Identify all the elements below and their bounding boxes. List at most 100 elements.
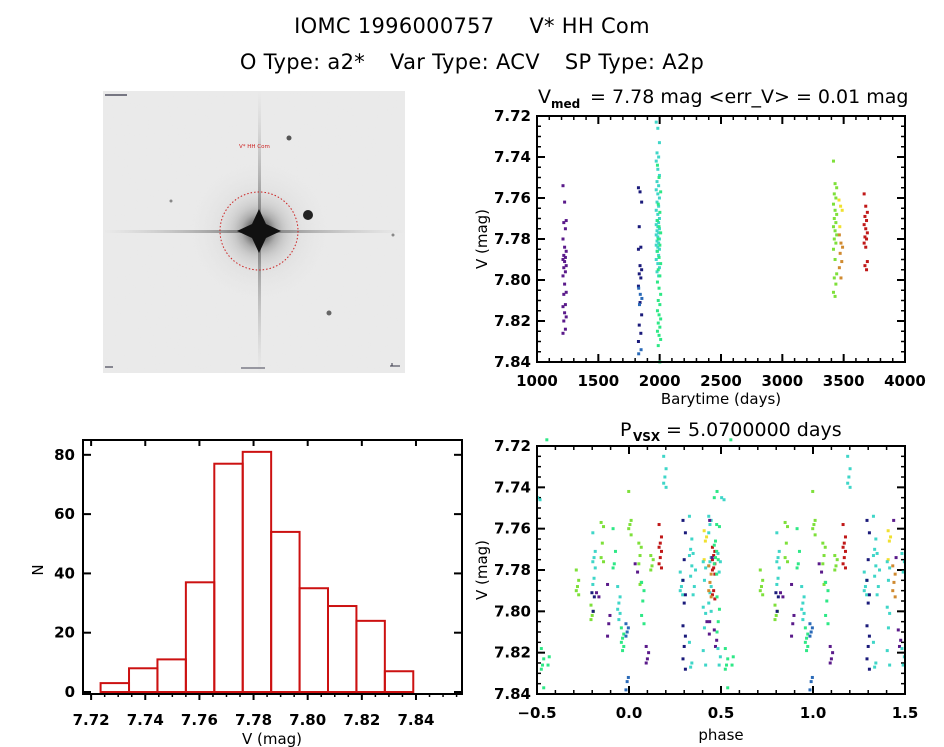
histogram-plot: 0 20 40 60 80 7.72 7.74 7.76 7.78 7.80 7.82 7.84 V … bbox=[29, 439, 463, 747]
phase-curve-point bbox=[636, 570, 640, 574]
light-curve-point bbox=[562, 319, 566, 323]
phase-curve-point bbox=[606, 582, 610, 586]
phase-curve-point bbox=[618, 595, 622, 599]
light-curve-point bbox=[638, 301, 642, 305]
light-curve-point bbox=[838, 225, 842, 229]
light-curve-point bbox=[656, 235, 660, 239]
x-tick-label: 0.5 bbox=[708, 704, 735, 722]
phase-curve-point bbox=[841, 562, 845, 566]
light-curve-point bbox=[657, 266, 661, 270]
neighbor-star bbox=[391, 233, 395, 237]
y-tick-label: 7.74 bbox=[494, 148, 531, 166]
phase-curve-point bbox=[611, 527, 615, 531]
phase-curve-point bbox=[775, 531, 779, 535]
light-curve-point bbox=[638, 190, 642, 194]
x-tick-label: 7.74 bbox=[127, 711, 164, 729]
phase-curve-point bbox=[633, 562, 637, 566]
phase-curve-point bbox=[602, 560, 606, 564]
light-curve-point bbox=[656, 262, 660, 266]
phase-curve-point bbox=[795, 566, 799, 570]
phase-curve-point bbox=[621, 649, 625, 653]
phase-curve-point bbox=[875, 593, 879, 597]
phase-curve-point bbox=[893, 595, 897, 599]
phase-curve-point bbox=[776, 576, 780, 580]
corner-label-top-left bbox=[105, 94, 127, 96]
phase-curve-point bbox=[708, 580, 712, 584]
phase-curve-point bbox=[591, 582, 595, 586]
light-curve-point bbox=[564, 264, 568, 268]
phase-curve-point bbox=[842, 541, 846, 545]
phase-curve-point bbox=[624, 688, 628, 692]
y-tick-label: 40 bbox=[54, 564, 75, 582]
light-curve-point bbox=[832, 237, 836, 241]
phase-curve-point bbox=[885, 560, 889, 564]
phase-curve-point bbox=[717, 570, 721, 574]
phase-curve-point bbox=[715, 549, 719, 553]
light-curve-point bbox=[654, 120, 658, 124]
light-curve-point bbox=[640, 200, 644, 204]
phase-curve-point bbox=[805, 636, 809, 640]
light-curve-point bbox=[865, 260, 869, 264]
phase-curve-point bbox=[715, 523, 719, 527]
phase-curve-point bbox=[888, 566, 892, 570]
light-curve-point bbox=[654, 233, 658, 237]
light-curve-point bbox=[562, 266, 566, 270]
phase-curve-point bbox=[862, 589, 866, 593]
light-curve-point bbox=[656, 212, 660, 216]
phase-curve-point bbox=[681, 593, 685, 597]
phase-curve-point bbox=[703, 539, 707, 543]
phase-curve-point bbox=[709, 585, 713, 589]
phase-curve-point bbox=[708, 518, 712, 522]
phase-curve-point bbox=[873, 665, 877, 669]
phase-curve-point bbox=[866, 601, 870, 605]
phase-curve-point bbox=[725, 663, 729, 667]
light-curve-point bbox=[658, 210, 662, 214]
phase-curve-point bbox=[720, 496, 724, 500]
light-curve-point bbox=[563, 303, 567, 307]
variability-type: Var Type: ACV bbox=[390, 50, 540, 74]
phase-curve-point bbox=[690, 564, 694, 568]
phase-curve-point bbox=[713, 556, 717, 560]
y-tick-label: 7.78 bbox=[494, 561, 531, 579]
phase-curve-point bbox=[617, 618, 621, 622]
chart-title-line-2: O Type: a2* Var Type: ACV SP Type: A2p bbox=[0, 50, 944, 74]
phase-curve-point bbox=[591, 609, 595, 613]
phase-curve-point bbox=[619, 640, 623, 644]
y-tick-label: 7.78 bbox=[494, 230, 531, 248]
light-curve-point bbox=[654, 188, 658, 192]
x-tick-label: 7.76 bbox=[181, 711, 218, 729]
phase-curve-point bbox=[690, 661, 694, 665]
phase-curve-point bbox=[822, 554, 826, 558]
light-curve-point bbox=[837, 266, 841, 270]
phase-curve-point bbox=[600, 541, 604, 545]
phase-curve-point bbox=[612, 562, 616, 566]
phase-curve-point bbox=[784, 541, 788, 545]
phase-curve-point bbox=[595, 591, 599, 595]
neighbor-star bbox=[286, 135, 292, 141]
phase-curve-point bbox=[616, 607, 620, 611]
phase-curve-point bbox=[716, 551, 720, 555]
phase-curve-point bbox=[886, 529, 890, 533]
phase-curve-point bbox=[657, 562, 661, 566]
y-tick-label: 0 bbox=[65, 683, 75, 701]
phase-curve-point bbox=[664, 467, 668, 471]
phase-curve-point bbox=[590, 591, 594, 595]
light-curve-point bbox=[656, 299, 660, 302]
light-curve-point bbox=[564, 315, 568, 319]
light-curve-point bbox=[834, 221, 838, 225]
phase-curve-point bbox=[577, 578, 581, 582]
light-curve-point bbox=[657, 221, 661, 225]
light-curve-point bbox=[840, 260, 844, 264]
light-curve-point bbox=[656, 192, 660, 196]
light-curve-point bbox=[564, 290, 568, 294]
light-curve-title-main: V bbox=[538, 86, 551, 108]
phase-curve-point bbox=[820, 570, 824, 574]
phase-curve-point bbox=[863, 585, 867, 589]
light-curve-point bbox=[832, 192, 836, 196]
light-curve-point bbox=[655, 229, 659, 233]
phase-curve-point bbox=[786, 560, 790, 564]
phase-curve-point bbox=[886, 558, 890, 562]
phase-curve-point bbox=[639, 545, 643, 549]
phase-curve-point bbox=[701, 605, 705, 609]
phase-curve-point bbox=[796, 562, 800, 566]
